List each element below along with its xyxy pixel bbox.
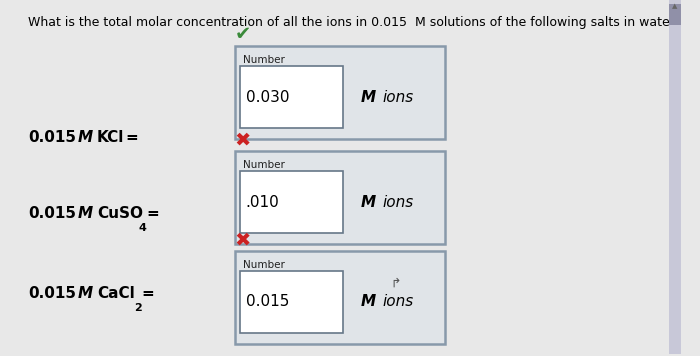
Text: =: =: [146, 206, 159, 221]
Text: 0.015: 0.015: [28, 286, 76, 301]
Text: ✖: ✖: [234, 230, 251, 249]
Text: .010: .010: [246, 194, 279, 210]
Bar: [668, 0, 681, 354]
Text: 4: 4: [139, 223, 147, 233]
Text: 0.015: 0.015: [28, 206, 76, 221]
Text: M: M: [360, 194, 376, 210]
Text: 0.030: 0.030: [246, 89, 289, 105]
Text: KCl: KCl: [97, 130, 125, 145]
Text: M: M: [360, 294, 376, 309]
Text: What is the total molar concentration of all the ions in 0.015  M solutions of t: What is the total molar concentration of…: [28, 16, 682, 29]
Text: 2: 2: [134, 303, 142, 313]
Text: ↱: ↱: [390, 277, 400, 290]
Bar: [240, 271, 343, 333]
Text: ions: ions: [383, 89, 414, 105]
Text: M: M: [78, 206, 92, 221]
Text: ions: ions: [383, 194, 414, 210]
Text: =: =: [141, 286, 154, 301]
Bar: [240, 171, 343, 233]
Text: M: M: [78, 130, 92, 145]
Text: =: =: [125, 130, 138, 145]
Text: Number: Number: [243, 55, 285, 65]
Text: Number: Number: [243, 260, 285, 270]
Bar: [234, 151, 444, 244]
Text: ✖: ✖: [234, 131, 251, 150]
Text: CaCl: CaCl: [97, 286, 134, 301]
Text: ▲: ▲: [672, 4, 678, 10]
Bar: [234, 46, 444, 139]
Text: Number: Number: [243, 160, 285, 170]
Text: M: M: [360, 89, 376, 105]
Bar: [234, 251, 444, 344]
Text: ions: ions: [383, 294, 414, 309]
Text: M: M: [78, 286, 92, 301]
Bar: [668, 4, 681, 25]
Text: CuSO: CuSO: [97, 206, 143, 221]
Text: 0.015: 0.015: [28, 130, 76, 145]
Text: ✔: ✔: [234, 26, 251, 44]
Text: 0.015: 0.015: [246, 294, 289, 309]
Bar: [240, 66, 343, 128]
